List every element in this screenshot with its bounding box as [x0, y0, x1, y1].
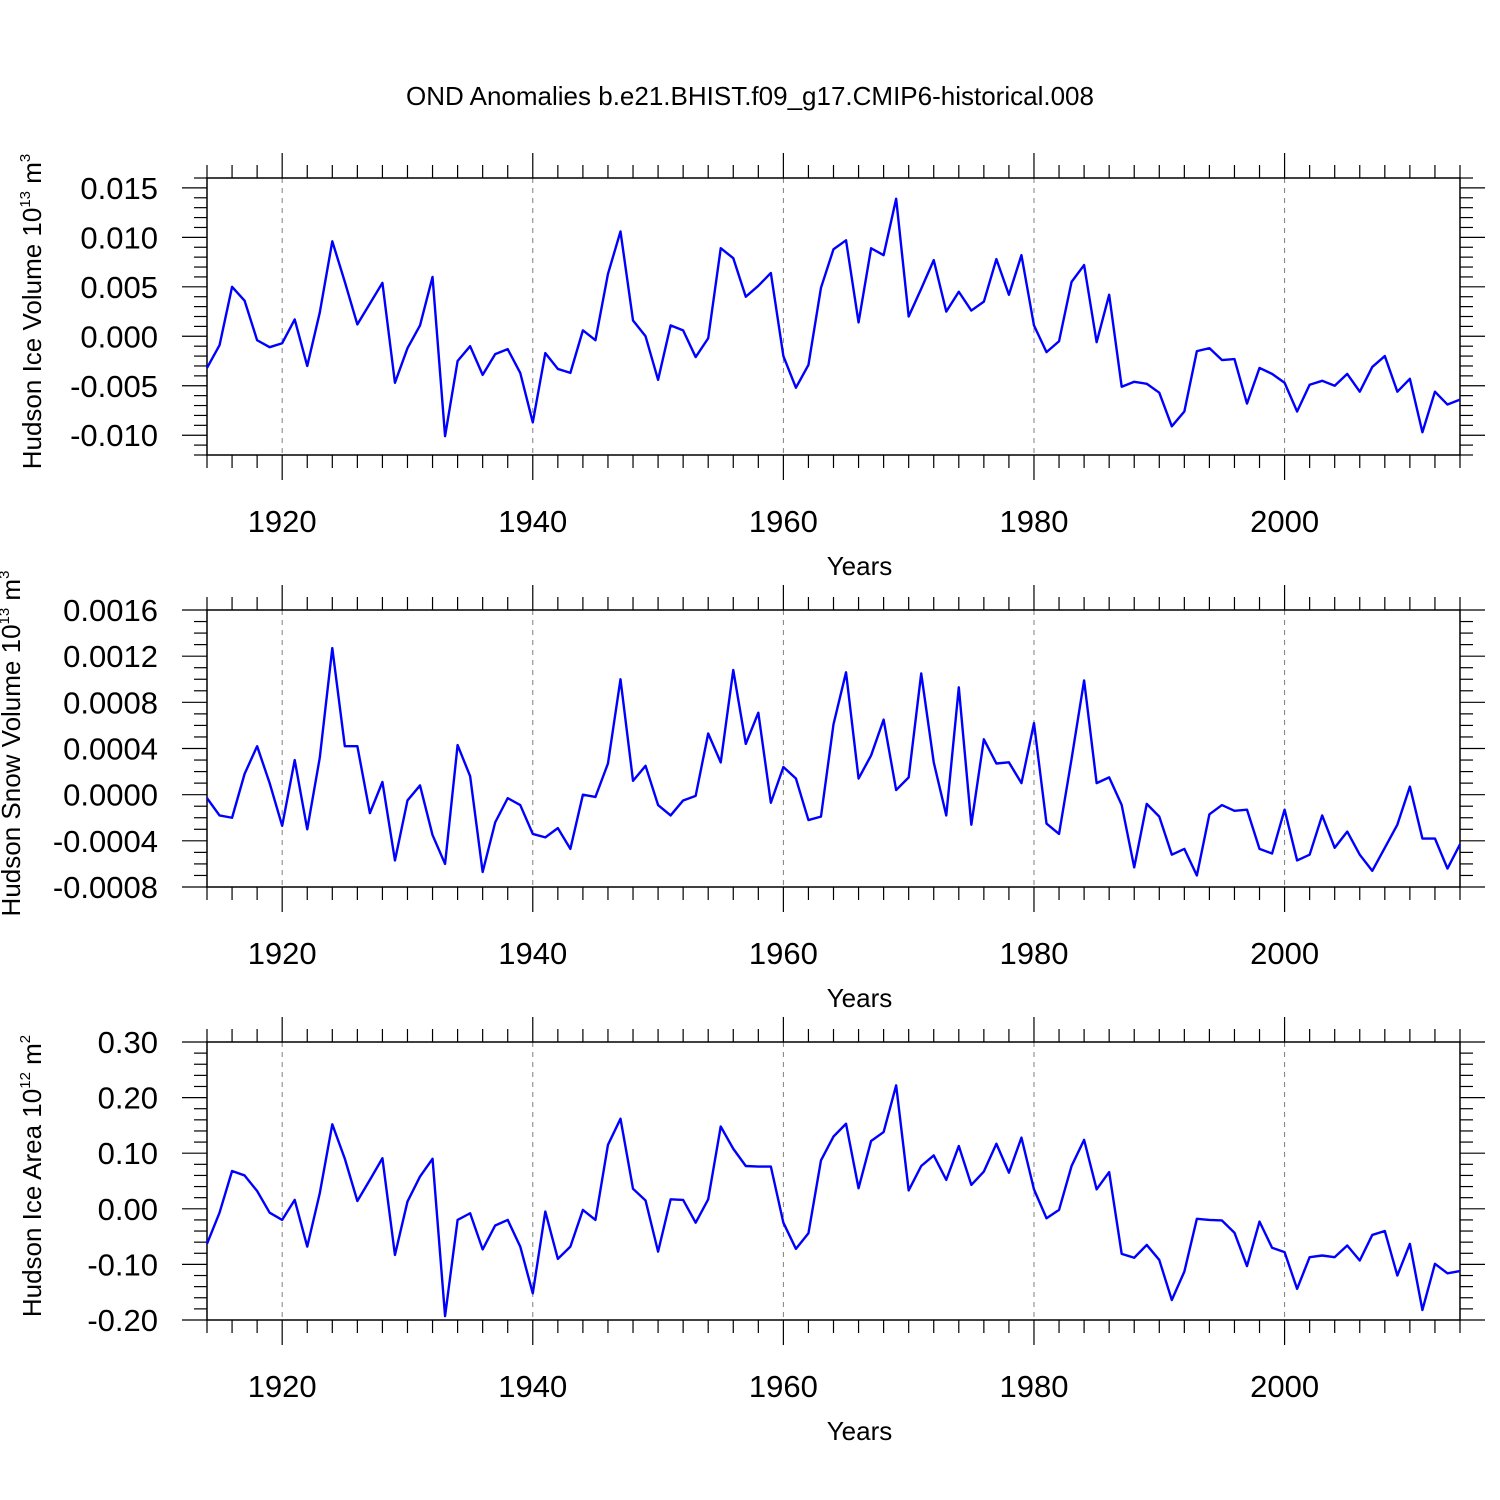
y-tick-label: 0.0016: [63, 593, 158, 628]
y-tick-label: 0.000: [80, 319, 158, 354]
x-tick-label: 1960: [749, 936, 818, 971]
x-tick-label: 1980: [999, 1369, 1068, 1404]
x-tick-label: 1940: [498, 504, 567, 539]
x-axis-title: Years: [827, 983, 893, 1013]
y-tick-label: 0.00: [98, 1192, 158, 1227]
chart-panel-2: 1920 1940 1960 1980 2000 -0.0008 -0.0004 0.0000…: [0, 571, 1485, 1013]
y-axis-title-unit-exponent: 3: [0, 571, 13, 579]
y-tick-label: 0.015: [80, 171, 158, 206]
y-tick-label: -0.0004: [53, 824, 158, 859]
y-axis-title-unit: m: [17, 1043, 47, 1072]
x-tick-label: 1920: [248, 1369, 317, 1404]
series-line-1: [206, 646, 1462, 877]
y-tick-label: 0.005: [80, 270, 158, 305]
plot-frame: [206, 177, 1461, 456]
x-tick-label: 1940: [498, 936, 567, 971]
x-tick-label: 2000: [1250, 936, 1319, 971]
y-tick-label: 0.0008: [63, 685, 158, 720]
y-tick-label: 0.20: [98, 1081, 158, 1116]
y-axis-title-text: Hudson Snow Volume 10: [0, 624, 26, 916]
x-tick-label: 1940: [498, 1369, 567, 1404]
x-axis-title: Years: [827, 1416, 893, 1446]
x-tick-label: 1980: [999, 504, 1068, 539]
y-axis-title: Hudson Ice Volume 1013 m3: [17, 154, 47, 470]
y-tick-label: -0.20: [87, 1303, 158, 1338]
y-tick-label: -0.010: [70, 418, 158, 453]
plot-frame: [206, 609, 1461, 888]
y-tick-label: -0.10: [87, 1247, 158, 1282]
y-tick-label: -0.0008: [53, 870, 158, 905]
y-axis-title-unit-exponent: 3: [17, 154, 34, 162]
x-tick-label: 1960: [749, 1369, 818, 1404]
y-axis-title-exponent: 13: [0, 608, 13, 625]
panels: 1920 1940 1960 1980 2000 -0.010 -0.005 0.000 0.0…: [0, 153, 1485, 1446]
x-tick-label: 2000: [1250, 1369, 1319, 1404]
series-line-1: [205, 197, 1461, 438]
y-axis-title-unit: m: [17, 162, 47, 191]
x-axis-title: Years: [827, 551, 893, 581]
y-tick-label: 0.30: [98, 1025, 158, 1060]
figure-title: OND Anomalies b.e21.BHIST.f09_g17.CMIP6-…: [406, 81, 1094, 111]
chart-panel-3: 1920 1940 1960 1980 2000 -0.20 -0.10 0.00 0.10 0.…: [17, 1017, 1485, 1446]
y-tick-label: 0.0004: [63, 732, 158, 767]
x-tick-label: 1980: [999, 936, 1068, 971]
y-axis-title-exponent: 12: [17, 1072, 34, 1089]
plot-frame: [206, 1041, 1461, 1321]
y-axis-title: Hudson Ice Area 1012 m2: [17, 1035, 47, 1317]
x-tick-label: 1920: [248, 936, 317, 971]
y-axis-title-exponent: 13: [17, 191, 34, 208]
x-tick-label: 1960: [749, 504, 818, 539]
chart-panel-1: 1920 1940 1960 1980 2000 -0.010 -0.005 0.000 0.0…: [17, 153, 1485, 581]
series-line-1: [205, 1084, 1461, 1318]
y-axis-title: Hudson Snow Volume 1013 m3: [0, 571, 26, 917]
y-tick-label: -0.005: [70, 369, 158, 404]
y-axis-title-unit: m: [0, 579, 26, 608]
y-axis-title-text: Hudson Ice Area 10: [17, 1089, 47, 1317]
x-tick-label: 1920: [248, 504, 317, 539]
y-axis-title-unit-exponent: 2: [17, 1035, 34, 1043]
y-tick-label: 0.010: [80, 220, 158, 255]
y-tick-label: 0.10: [98, 1136, 158, 1171]
y-axis-title-text: Hudson Ice Volume 10: [17, 208, 47, 470]
y-tick-label: 0.0000: [63, 778, 158, 813]
x-tick-label: 2000: [1250, 504, 1319, 539]
y-tick-label: 0.0012: [63, 639, 158, 674]
